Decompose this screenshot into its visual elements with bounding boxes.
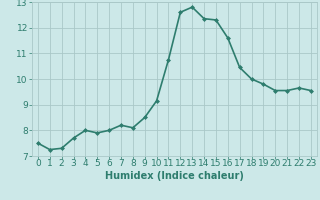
X-axis label: Humidex (Indice chaleur): Humidex (Indice chaleur) <box>105 171 244 181</box>
